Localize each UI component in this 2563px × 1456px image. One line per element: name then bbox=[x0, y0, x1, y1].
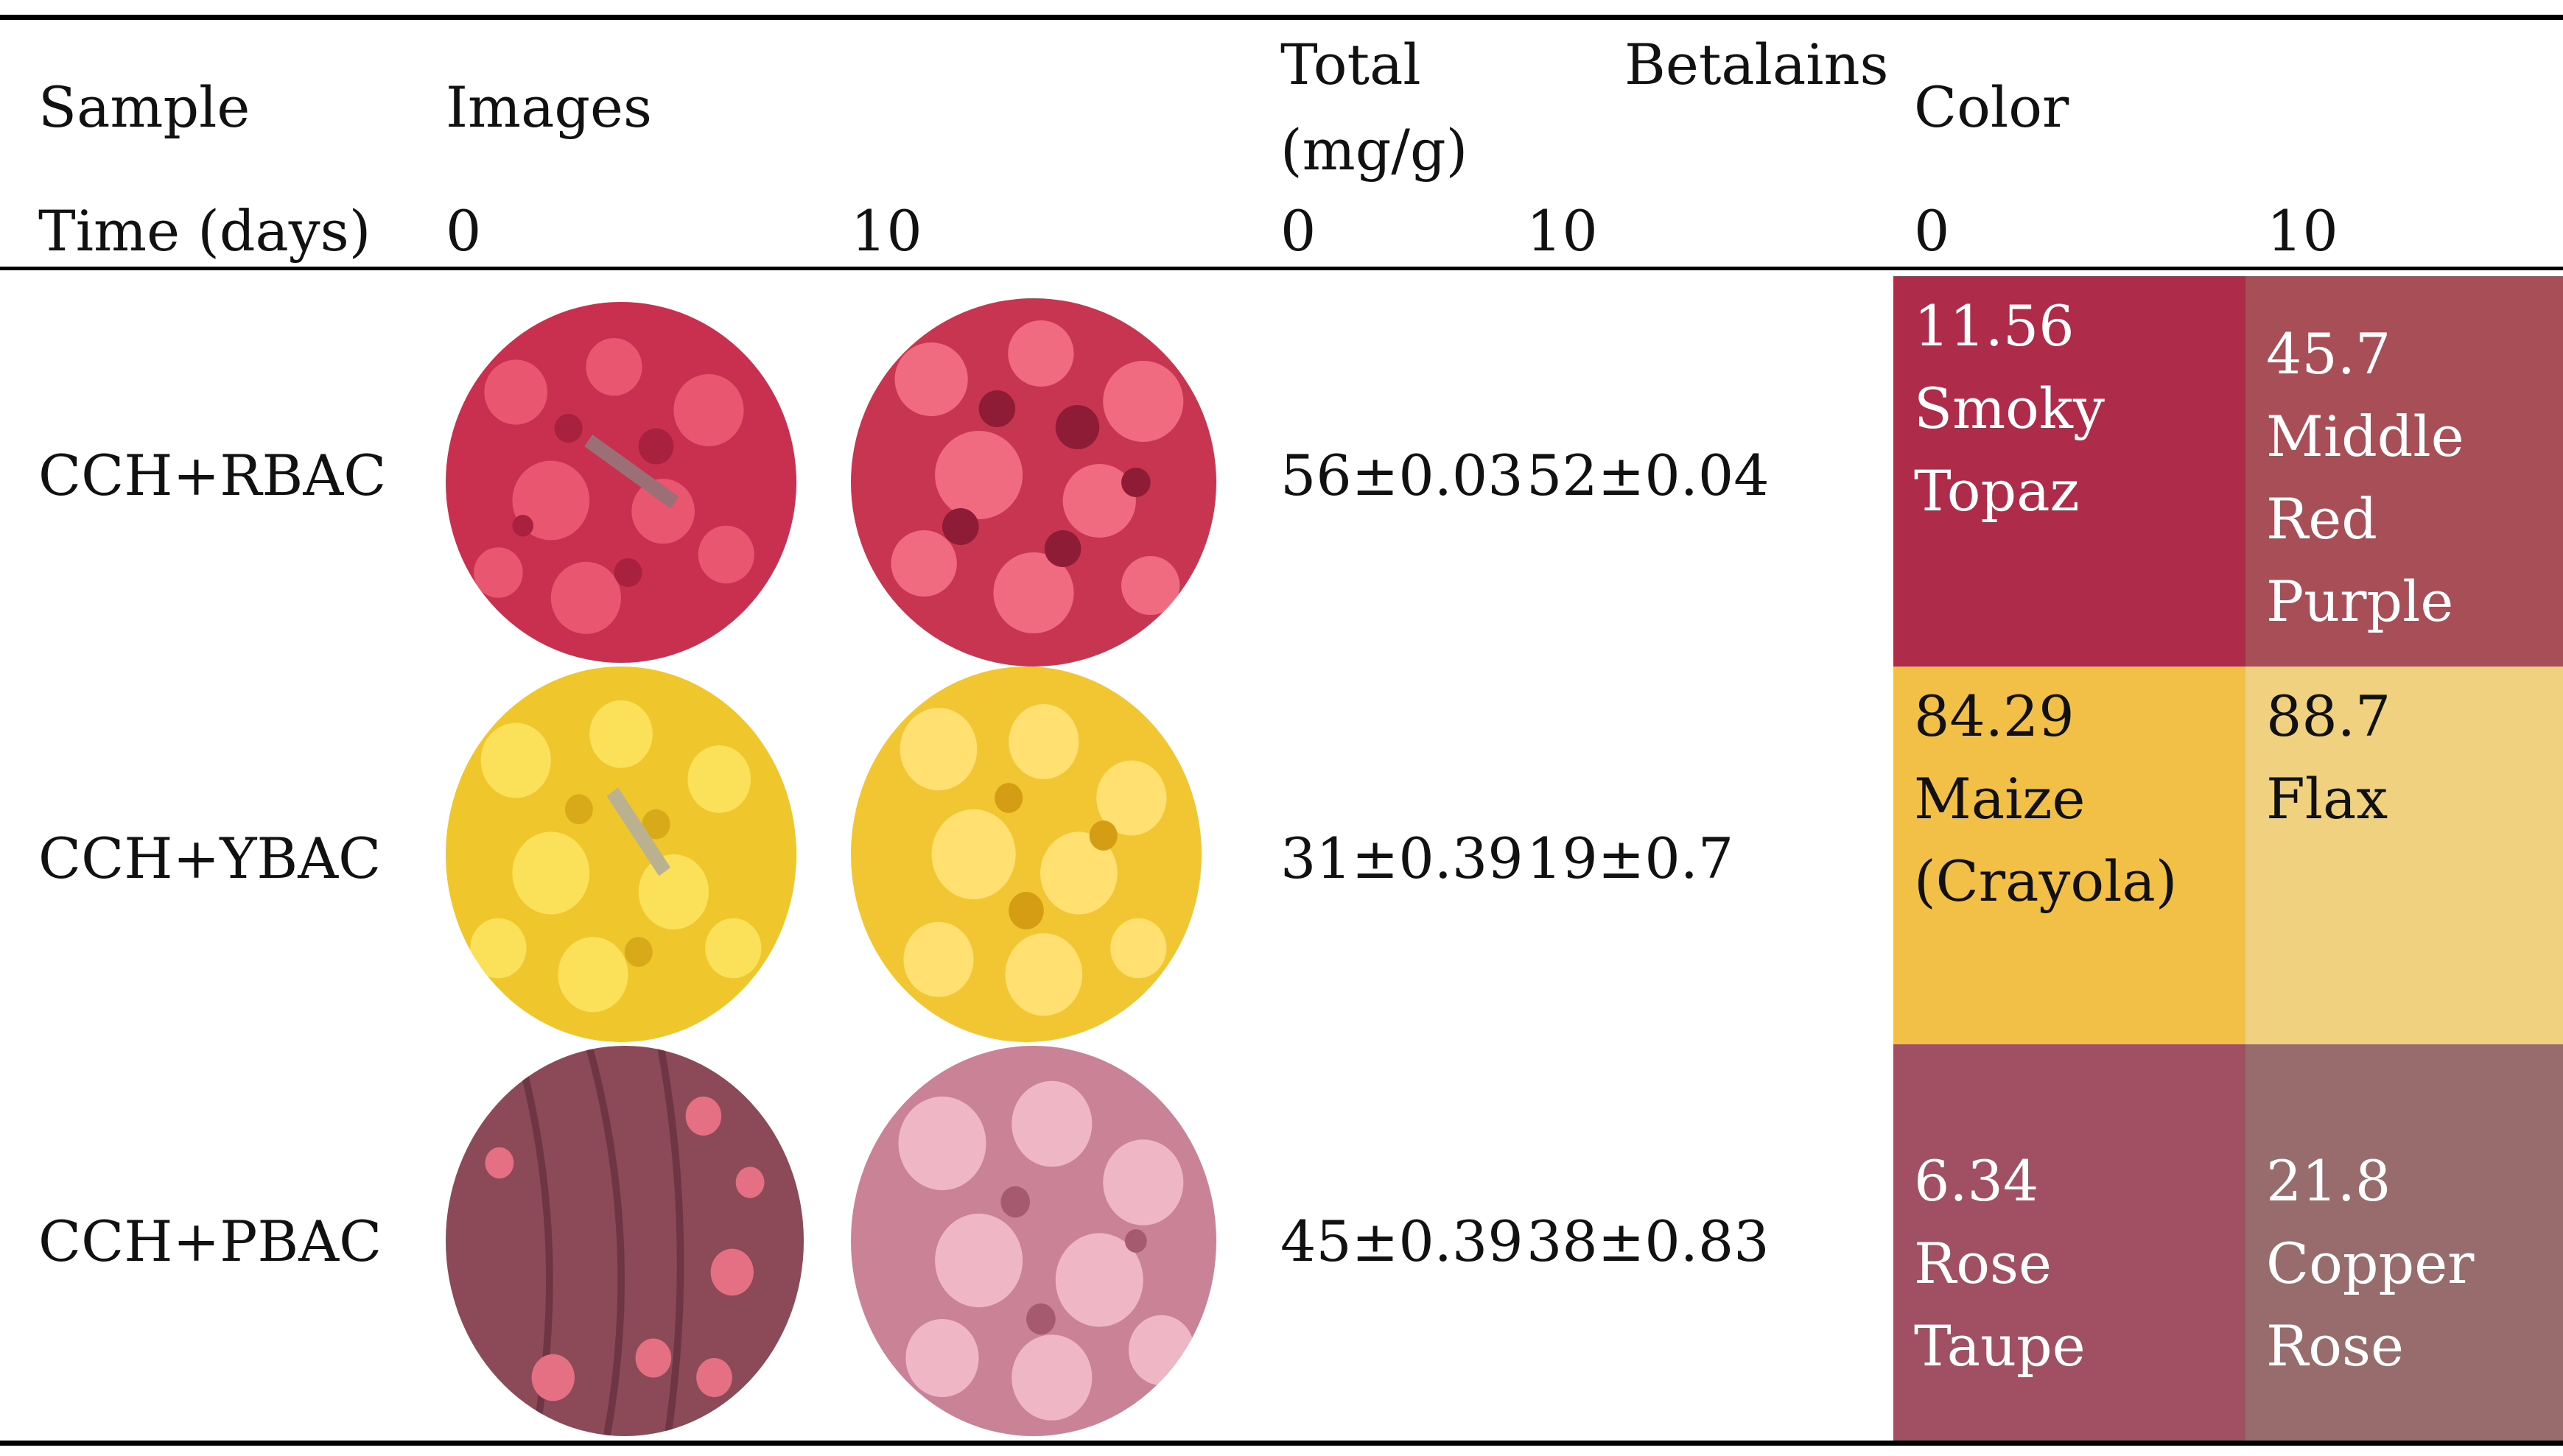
sample-photo-day10 bbox=[851, 1046, 1216, 1436]
color-name: Taupe bbox=[1914, 1313, 2086, 1379]
betalains-day10: 52±0.04 bbox=[1526, 443, 1770, 508]
color-swatch-day10: 45.7 Middle Red Purple bbox=[2245, 276, 2563, 667]
color-name: Flax bbox=[2266, 766, 2388, 831]
header-color: Color bbox=[1914, 74, 2069, 140]
header-bet-t0: 0 bbox=[1280, 198, 1316, 264]
color-name: Topaz bbox=[1914, 458, 2080, 524]
row-sample: CCH+RBAC bbox=[38, 443, 387, 508]
color-value: 45.7 bbox=[2266, 321, 2391, 387]
betalains-day0: 31±0.39 bbox=[1280, 826, 1524, 891]
header-total: Total bbox=[1280, 32, 1421, 97]
color-name: Smoky bbox=[1914, 376, 2105, 441]
row-sample: CCH+PBAC bbox=[38, 1209, 382, 1274]
color-value: 11.56 bbox=[1914, 293, 2075, 359]
row-sample: CCH+YBAC bbox=[38, 826, 382, 891]
color-name: Rose bbox=[1914, 1231, 2052, 1296]
color-value: 84.29 bbox=[1914, 683, 2075, 749]
header-img-t0: 0 bbox=[446, 198, 482, 264]
color-swatch-day0: 6.34 Rose Taupe bbox=[1893, 1044, 2245, 1441]
color-swatch-day0: 84.29 Maize (Crayola) bbox=[1893, 667, 2245, 1044]
color-name: Rose bbox=[2266, 1313, 2404, 1379]
color-name: Red bbox=[2266, 486, 2377, 552]
sample-photo-day0 bbox=[446, 667, 796, 1042]
sample-photo-day0 bbox=[446, 302, 796, 663]
bottom-rule bbox=[0, 1441, 2563, 1446]
betalains-day0: 45±0.39 bbox=[1280, 1209, 1524, 1274]
color-value: 88.7 bbox=[2266, 683, 2391, 749]
color-value: 6.34 bbox=[1914, 1148, 2039, 1214]
top-rule bbox=[0, 15, 2563, 20]
header-betalains: Betalains bbox=[1624, 32, 1889, 97]
color-swatch-day10: 88.7 Flax bbox=[2245, 667, 2563, 1044]
sample-photo-day0 bbox=[446, 1046, 804, 1436]
sample-photo-day10 bbox=[851, 298, 1216, 667]
header-rule bbox=[0, 267, 2563, 270]
betalains-day10: 19±0.7 bbox=[1526, 826, 1734, 891]
color-name: Purple bbox=[2266, 569, 2454, 634]
color-name: Maize bbox=[1914, 766, 2086, 831]
header-col-t0: 0 bbox=[1914, 198, 1950, 264]
color-name: Copper bbox=[2266, 1231, 2475, 1296]
color-swatch-day10: 21.8 Copper Rose bbox=[2245, 1044, 2563, 1441]
header-sample: Sample bbox=[38, 74, 250, 140]
header-img-t10: 10 bbox=[851, 198, 922, 264]
header-units: (mg/g) bbox=[1280, 117, 1468, 183]
color-name: (Crayola) bbox=[1914, 848, 2178, 914]
color-value: 21.8 bbox=[2266, 1148, 2391, 1214]
header-time: Time (days) bbox=[38, 198, 371, 264]
sample-photo-day10 bbox=[851, 667, 1202, 1042]
color-name: Middle bbox=[2266, 404, 2464, 469]
betalains-day10: 38±0.83 bbox=[1526, 1209, 1770, 1274]
betalains-day0: 56±0.03 bbox=[1280, 443, 1524, 508]
header-col-t10: 10 bbox=[2267, 198, 2338, 264]
header-images: Images bbox=[446, 74, 653, 140]
header-bet-t10: 10 bbox=[1526, 198, 1598, 264]
color-swatch-day0: 11.56 Smoky Topaz bbox=[1893, 276, 2245, 667]
